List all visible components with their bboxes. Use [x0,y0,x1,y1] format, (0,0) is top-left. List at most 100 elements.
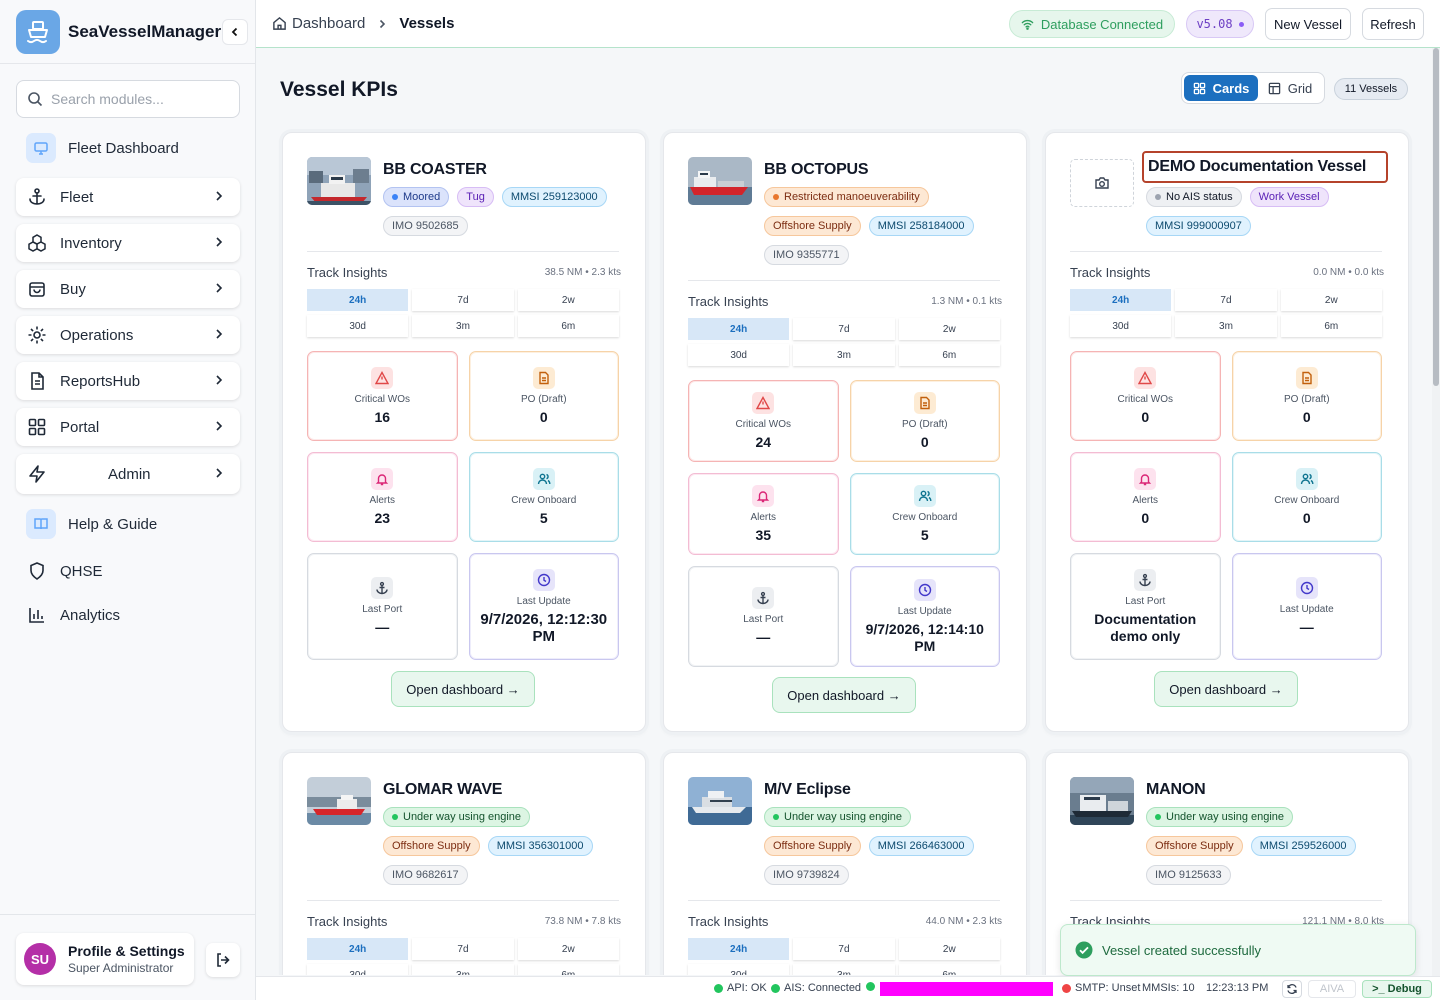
range-6m[interactable]: 6m [517,964,619,975]
range-30d[interactable]: 30d [307,964,409,975]
photo-placeholder[interactable] [1070,159,1134,207]
vessel-name[interactable]: MANON [1146,781,1206,798]
range-7d[interactable]: 7d [1175,289,1277,311]
kpi-alerts[interactable]: Alerts 23 [307,452,458,542]
sidebar-item-qhse[interactable]: QHSE [16,552,240,590]
sidebar-item-fleet[interactable]: Fleet [16,178,240,216]
range-30d[interactable]: 30d [307,315,409,337]
range-30d[interactable]: 30d [688,964,790,975]
kpi-value: 5 [920,526,929,543]
scrollbar-thumb[interactable] [1433,48,1439,386]
vessel-photo [688,777,752,825]
logout-button[interactable] [206,943,240,977]
sync-button[interactable] [1282,980,1302,998]
track-stats: 1.3 NM • 0.1 kts [931,296,1002,307]
sidebar-item-reportshub[interactable]: ReportsHub [16,362,240,400]
sidebar-item-buy[interactable]: Buy [16,270,240,308]
kpi-crew-onboard[interactable]: Crew Onboard 5 [849,473,1000,555]
breadcrumb-dashboard[interactable]: Dashboard [292,15,366,32]
range-3m[interactable]: 3m [793,344,895,366]
range-30d[interactable]: 30d [688,344,790,366]
range-6m[interactable]: 6m [898,964,1000,975]
range-6m[interactable]: 6m [1280,315,1382,337]
kpi-last-update[interactable]: Last Update 9/7/2026, 12:14:10 PM [849,566,1000,667]
kpi-po-draft[interactable]: PO (Draft) 0 [1231,351,1382,441]
profile-settings-button[interactable]: SU Profile & Settings Super Administrato… [16,933,194,985]
open-dashboard-button[interactable]: Open dashboard → [1154,671,1298,707]
kpi-value: 35 [755,526,772,543]
vessel-name[interactable]: GLOMAR WAVE [383,781,503,798]
kpi-critical-wos[interactable]: Critical WOs 0 [1070,351,1221,441]
range-24h[interactable]: 24h [307,938,409,960]
aiva-button[interactable]: AIVA [1308,980,1356,998]
collapse-sidebar-button[interactable] [222,19,248,45]
range-24h[interactable]: 24h [688,318,790,340]
vessel-photo [307,777,371,825]
cards-view-button[interactable]: Cards [1184,75,1258,101]
module-search[interactable] [16,80,240,118]
range-6m[interactable]: 6m [898,344,1000,366]
range-30d[interactable]: 30d [1070,315,1172,337]
debug-button[interactable]: >_ Debug [1362,980,1432,998]
kpi-alerts[interactable]: Alerts 0 [1070,452,1221,542]
kpi-last-port[interactable]: Last Port — [688,566,839,667]
type-badge: Offshore Supply [764,836,861,856]
anchor-icon [1134,568,1157,591]
range-2w[interactable]: 2w [517,938,619,960]
vessel-name[interactable]: DEMO Documentation Vessel [1142,151,1388,183]
kpi-po-draft[interactable]: PO (Draft) 0 [468,351,619,441]
range-3m[interactable]: 3m [412,964,514,975]
breadcrumb-vessels: Vessels [399,15,455,32]
range-24h[interactable]: 24h [1070,289,1172,311]
range-3m[interactable]: 3m [793,964,895,975]
kpi-last-update[interactable]: Last Update — [1231,553,1382,660]
kpi-last-update[interactable]: Last Update 9/7/2026, 12:12:30 PM [468,553,619,660]
range-7d[interactable]: 7d [412,938,514,960]
clock-icon [1295,577,1318,599]
range-2w[interactable]: 2w [898,318,1000,340]
refresh-button[interactable]: Refresh [1362,8,1424,40]
range-7d[interactable]: 7d [793,318,895,340]
track-stats: 38.5 NM • 2.3 kts [544,267,621,278]
range-2w[interactable]: 2w [517,289,619,311]
smtp-status: SMTP: Unset [1062,982,1140,994]
sidebar-item-help-guide[interactable]: Help & Guide [22,504,240,544]
sidebar-item-analytics[interactable]: Analytics [16,596,240,634]
range-2w[interactable]: 2w [1280,289,1382,311]
kpi-alerts[interactable]: Alerts 35 [688,473,839,555]
sidebar-item-admin[interactable]: Admin [16,454,240,494]
search-input[interactable] [51,91,221,107]
range-7d[interactable]: 7d [412,289,514,311]
kpi-value: 24 [755,433,772,450]
kpi-crew-onboard[interactable]: Crew Onboard 0 [1231,452,1382,542]
gear-icon [26,324,48,346]
sidebar-item-inventory[interactable]: Inventory [16,224,240,262]
range-7d[interactable]: 7d [793,938,895,960]
range-24h[interactable]: 24h [307,289,409,311]
kpi-po-draft[interactable]: PO (Draft) 0 [849,380,1000,462]
open-dashboard-button[interactable]: Open dashboard → [772,677,916,713]
toast-message: Vessel created successfully [1102,942,1261,958]
vessel-name[interactable]: BB OCTOPUS [764,161,869,178]
kpi-last-port[interactable]: Last Port Documentation demo only [1070,553,1221,660]
grid-view-button[interactable]: Grid [1258,75,1322,101]
open-dashboard-button[interactable]: Open dashboard → [391,671,535,707]
kpi-last-port[interactable]: Last Port — [307,553,458,660]
range-6m[interactable]: 6m [517,315,619,337]
range-3m[interactable]: 3m [412,315,514,337]
vessel-name[interactable]: BB COASTER [383,161,487,178]
kpi-grid: Critical WOs 24 PO (Draft) 0 Alerts 35 C… [688,380,1000,667]
sidebar-item-fleet-dashboard[interactable]: Fleet Dashboard [22,128,240,168]
vessel-name[interactable]: M/V Eclipse [764,781,851,798]
sidebar-item-portal[interactable]: Portal [16,408,240,446]
kpi-critical-wos[interactable]: Critical WOs 24 [688,380,839,462]
kpi-critical-wos[interactable]: Critical WOs 16 [307,351,458,441]
sidebar-item-operations[interactable]: Operations [16,316,240,354]
new-vessel-button[interactable]: New Vessel [1265,8,1351,40]
range-24h[interactable]: 24h [688,938,790,960]
kpi-crew-onboard[interactable]: Crew Onboard 5 [468,452,619,542]
book-icon [26,509,56,539]
range-2w[interactable]: 2w [898,938,1000,960]
page-scrollbar[interactable] [1432,48,1440,978]
range-3m[interactable]: 3m [1175,315,1277,337]
